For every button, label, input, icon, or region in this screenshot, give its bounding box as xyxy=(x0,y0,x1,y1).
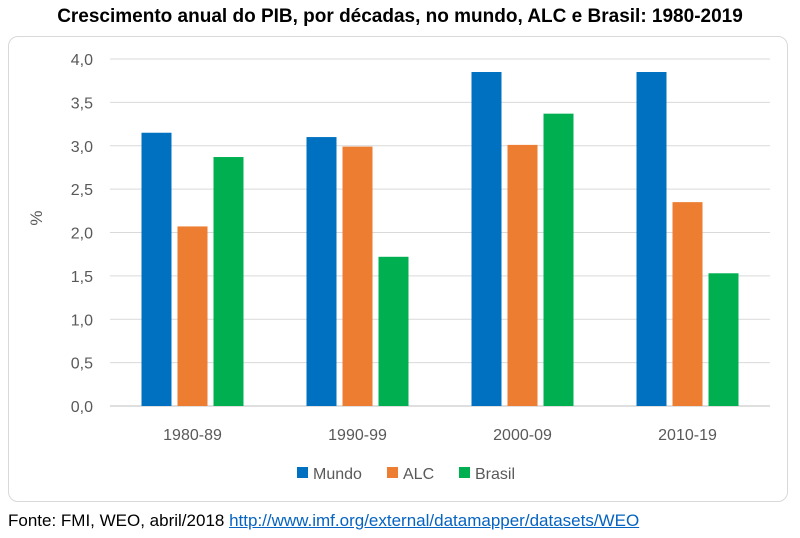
legend-swatch-alc xyxy=(387,467,398,478)
bar-alc-2000-09 xyxy=(507,144,538,406)
bars xyxy=(141,72,739,407)
y-tick-label: 1,0 xyxy=(71,312,93,329)
bar-alc-1980-89 xyxy=(177,226,208,406)
bar-mundo-1980-89 xyxy=(141,132,172,407)
source-link[interactable]: http://www.imf.org/external/datamapper/d… xyxy=(229,511,640,530)
bar-alc-2010-19 xyxy=(672,202,703,406)
bar-alc-1990-99 xyxy=(342,146,373,406)
legend-swatch-brasil xyxy=(459,467,470,478)
gridlines xyxy=(110,58,770,407)
legend-label-mundo: Mundo xyxy=(313,466,362,483)
x-tick-label: 2010-19 xyxy=(658,427,717,444)
y-tick-label: 2,0 xyxy=(71,226,93,243)
legend: Mundo ALC Brasil xyxy=(297,466,515,483)
legend-label-alc: ALC xyxy=(403,466,434,483)
bar-brasil-1980-89 xyxy=(213,157,244,406)
x-tick-labels: 1980-89 1990-99 2000-09 2010-19 xyxy=(163,427,717,444)
bar-brasil-2000-09 xyxy=(543,113,574,406)
x-tick-label: 2000-09 xyxy=(493,427,552,444)
source-label: Fonte: FMI, WEO, abril/2018 xyxy=(8,511,225,530)
legend-swatch-mundo xyxy=(297,467,308,478)
y-tick-label: 4,0 xyxy=(71,52,93,69)
legend-label-brasil: Brasil xyxy=(475,466,515,483)
y-tick-label: 1,5 xyxy=(71,269,93,286)
y-axis-label: % xyxy=(27,210,46,225)
bar-mundo-2000-09 xyxy=(471,72,502,406)
chart-title: Crescimento anual do PIB, por décadas, n… xyxy=(57,6,743,27)
x-tick-label: 1990-99 xyxy=(328,427,387,444)
y-tick-label: 3,0 xyxy=(71,139,93,156)
source-note: Fonte: FMI, WEO, abril/2018 http://www.i… xyxy=(8,511,639,531)
y-tick-labels: 0,0 0,5 1,0 1,5 2,0 2,5 3,0 3,5 4,0 xyxy=(71,52,93,416)
y-tick-label: 0,5 xyxy=(71,356,93,373)
x-tick-label: 1980-89 xyxy=(163,427,222,444)
y-tick-label: 3,5 xyxy=(71,95,93,112)
y-tick-label: 0,0 xyxy=(71,399,93,416)
bar-mundo-1990-99 xyxy=(306,137,337,406)
bar-brasil-2010-19 xyxy=(708,273,739,406)
bar-mundo-2010-19 xyxy=(636,72,667,406)
bar-brasil-1990-99 xyxy=(378,256,409,406)
y-tick-label: 2,5 xyxy=(71,182,93,199)
